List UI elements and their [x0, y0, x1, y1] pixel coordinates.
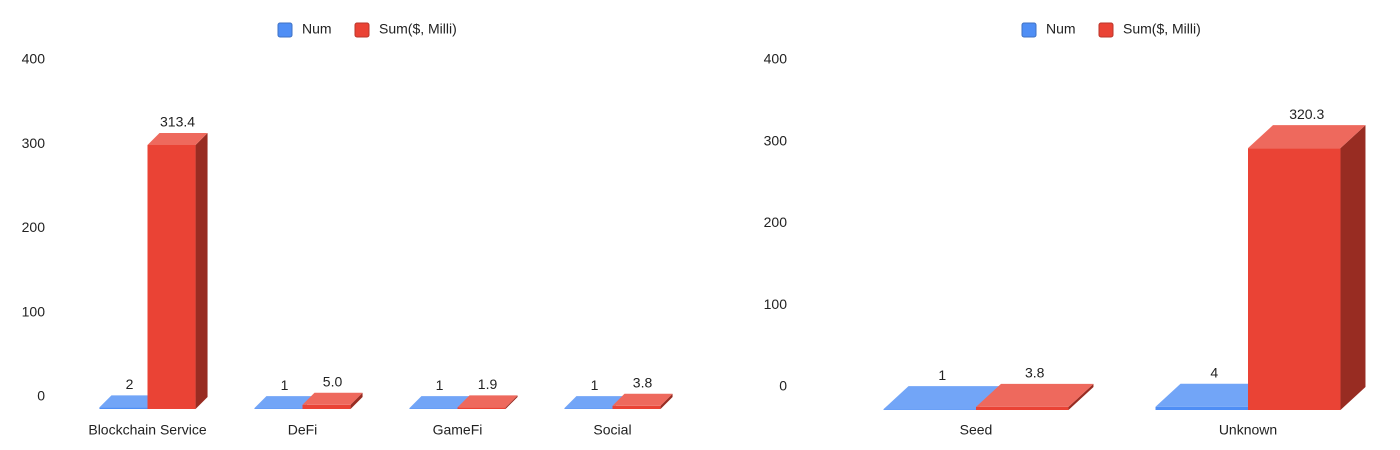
- legend-label: Num: [1046, 21, 1076, 37]
- bar-side: [350, 392, 363, 409]
- legend-label: Sum($, Milli): [1123, 21, 1201, 37]
- bar-top: [302, 392, 363, 405]
- data-label: 5.0: [323, 373, 343, 389]
- y-tick-label: 0: [37, 388, 45, 404]
- x-tick-label: DeFi: [288, 422, 318, 438]
- bar-top: [254, 396, 315, 409]
- legend-swatch: [277, 22, 293, 38]
- y-tick-label: 200: [764, 214, 788, 230]
- bar-front: [147, 144, 196, 409]
- data-label: 313.4: [160, 114, 195, 130]
- x-tick-label: Blockchain Service: [88, 422, 206, 438]
- legend-label: Sum($, Milli): [379, 21, 457, 37]
- bar-front: [1248, 148, 1341, 410]
- legend-swatch: [1021, 22, 1037, 38]
- bar-top: [99, 395, 160, 408]
- data-label: 4: [1210, 364, 1218, 380]
- bar-front: [457, 407, 506, 409]
- y-tick-label: 100: [764, 296, 788, 312]
- bar-side: [1340, 125, 1366, 410]
- x-tick-label: Unknown: [1219, 422, 1277, 438]
- data-label: 3.8: [633, 375, 653, 391]
- bar-top: [564, 396, 625, 409]
- x-tick-label: Seed: [960, 422, 993, 438]
- bar-side: [1068, 383, 1094, 410]
- bar-top: [1248, 125, 1366, 149]
- data-label: 1: [281, 377, 289, 393]
- y-tick-label: 0: [779, 378, 787, 394]
- bar-top: [457, 395, 518, 408]
- data-label: 2: [126, 376, 134, 392]
- data-label: 320.3: [1289, 106, 1324, 122]
- bar-side: [505, 395, 518, 409]
- bar-front: [976, 406, 1069, 410]
- x-tick-label: GameFi: [433, 422, 483, 438]
- legend-swatch: [354, 22, 370, 38]
- y-tick-label: 200: [22, 219, 46, 235]
- x-tick-label: Social: [593, 422, 631, 438]
- bar-front: [99, 407, 148, 409]
- bar-top: [883, 386, 1001, 410]
- bar-front: [1155, 406, 1248, 410]
- data-label: 1: [938, 367, 946, 383]
- data-label: 1: [436, 377, 444, 393]
- bar-side: [660, 393, 673, 409]
- legend-label: Num: [302, 21, 332, 37]
- bar-front: [564, 408, 613, 409]
- y-tick-label: 400: [22, 51, 46, 67]
- bar-top: [1155, 383, 1273, 407]
- y-tick-label: 400: [764, 51, 788, 67]
- bar-top: [612, 393, 673, 406]
- y-tick-label: 300: [764, 132, 788, 148]
- bar-top: [976, 383, 1094, 407]
- data-label: 1.9: [478, 376, 498, 392]
- bar-front: [254, 408, 303, 409]
- data-label: 1: [591, 377, 599, 393]
- bar-front: [883, 409, 976, 410]
- data-label: 3.8: [1025, 365, 1045, 381]
- y-tick-label: 300: [22, 135, 46, 151]
- bar-front: [409, 408, 458, 409]
- bar-front: [612, 405, 661, 409]
- bar-front: [302, 404, 351, 409]
- bar-top: [409, 396, 470, 409]
- legend-swatch: [1098, 22, 1114, 38]
- bar-side: [195, 132, 208, 409]
- bar-top: [147, 132, 208, 145]
- y-tick-label: 100: [22, 303, 46, 319]
